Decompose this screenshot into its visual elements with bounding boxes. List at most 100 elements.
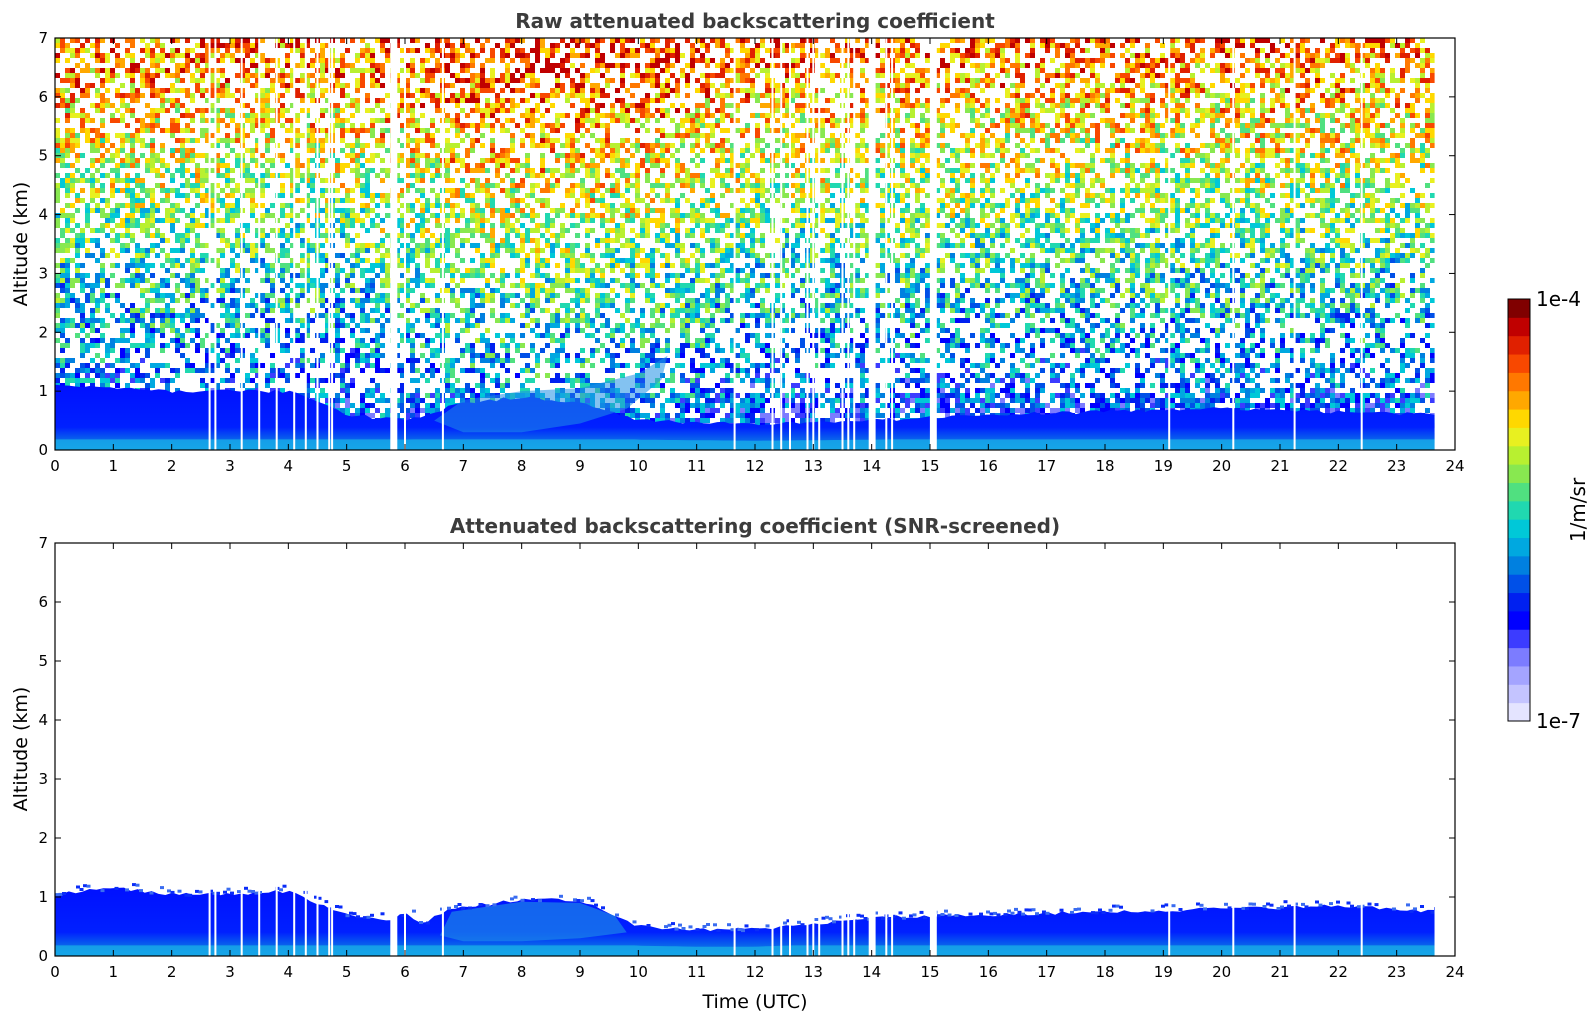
noise-pixel: [435, 158, 440, 163]
noise-pixel: [1040, 63, 1045, 68]
noise-pixel: [775, 173, 780, 178]
noise-pixel: [920, 73, 925, 78]
noise-pixel: [1130, 178, 1135, 183]
noise-pixel: [310, 198, 315, 203]
noise-pixel: [300, 63, 305, 68]
noise-pixel: [455, 103, 460, 108]
noise-pixel: [1370, 73, 1375, 78]
noise-pixel: [585, 38, 590, 43]
noise-pixel: [635, 138, 640, 143]
noise-pixel: [885, 108, 890, 113]
noise-pixel: [1145, 93, 1150, 98]
noise-pixel: [350, 198, 355, 203]
noise-pixel: [970, 113, 975, 118]
noise-pixel: [1195, 63, 1200, 68]
noise-pixel: [1040, 188, 1045, 193]
noise-pixel: [865, 148, 870, 153]
noise-pixel: [515, 188, 520, 193]
noise-pixel: [1370, 198, 1375, 203]
noise-pixel: [215, 68, 220, 73]
noise-pixel: [185, 88, 190, 93]
noise-pixel: [1145, 193, 1150, 198]
noise-pixel: [385, 168, 390, 173]
noise-pixel: [545, 168, 550, 173]
noise-pixel: [990, 63, 995, 68]
noise-pixel: [790, 68, 795, 73]
noise-pixel: [540, 123, 545, 128]
noise-pixel: [320, 73, 325, 78]
noise-pixel: [1120, 88, 1125, 93]
noise-pixel: [1070, 58, 1075, 63]
noise-pixel: [295, 88, 300, 93]
noise-pixel: [755, 133, 760, 138]
noise-pixel: [340, 128, 345, 133]
noise-pixel: [1420, 38, 1425, 43]
noise-pixel: [905, 53, 910, 58]
noise-pixel: [855, 153, 860, 158]
noise-pixel: [1125, 163, 1130, 168]
noise-pixel: [405, 68, 410, 73]
noise-pixel: [1325, 133, 1330, 138]
noise-pixel: [605, 133, 610, 138]
noise-pixel: [950, 168, 955, 173]
noise-pixel: [405, 173, 410, 178]
noise-pixel: [1370, 133, 1375, 138]
noise-pixel: [500, 98, 505, 103]
noise-pixel: [1345, 58, 1350, 63]
noise-pixel: [605, 173, 610, 178]
noise-pixel: [185, 183, 190, 188]
noise-pixel: [185, 113, 190, 118]
noise-pixel: [630, 183, 635, 188]
noise-pixel: [480, 63, 485, 68]
noise-pixel: [1380, 83, 1385, 88]
noise-pixel: [925, 118, 930, 123]
noise-pixel: [1340, 153, 1345, 158]
noise-pixel: [655, 58, 660, 63]
noise-pixel: [660, 158, 665, 163]
noise-pixel: [105, 133, 110, 138]
noise-pixel: [1110, 153, 1115, 158]
noise-pixel: [1355, 138, 1360, 143]
noise-pixel: [790, 133, 795, 138]
noise-pixel: [245, 148, 250, 153]
noise-pixel: [1125, 123, 1130, 128]
noise-pixel: [800, 148, 805, 153]
noise-pixel: [885, 113, 890, 118]
noise-pixel: [1340, 73, 1345, 78]
noise-pixel: [990, 153, 995, 158]
noise-pixel: [555, 93, 560, 98]
noise-pixel: [445, 53, 450, 58]
noise-pixel: [410, 73, 415, 78]
noise-pixel: [1285, 173, 1290, 178]
noise-pixel: [620, 113, 625, 118]
noise-pixel: [595, 153, 600, 158]
noise-pixel: [1310, 173, 1315, 178]
noise-pixel: [505, 48, 510, 53]
noise-pixel: [430, 78, 435, 83]
noise-pixel: [1075, 118, 1080, 123]
noise-pixel: [320, 143, 325, 148]
noise-pixel: [325, 43, 330, 48]
noise-pixel: [455, 133, 460, 138]
noise-pixel: [150, 88, 155, 93]
noise-pixel: [560, 113, 565, 118]
noise-pixel: [530, 73, 535, 78]
noise-pixel: [1165, 148, 1170, 153]
noise-pixel: [95, 138, 100, 143]
noise-pixel: [720, 183, 725, 188]
noise-pixel: [1000, 58, 1005, 63]
noise-pixel: [1130, 143, 1135, 148]
noise-pixel: [60, 43, 65, 48]
noise-pixel: [925, 103, 930, 108]
noise-pixel: [610, 108, 615, 113]
noise-pixel: [720, 118, 725, 123]
noise-pixel: [1385, 53, 1390, 58]
noise-pixel: [1025, 63, 1030, 68]
noise-pixel: [525, 108, 530, 113]
noise-pixel: [910, 178, 915, 183]
noise-pixel: [1420, 148, 1425, 153]
noise-pixel: [640, 113, 645, 118]
noise-pixel: [940, 128, 945, 133]
noise-pixel: [1310, 53, 1315, 58]
noise-pixel: [1315, 128, 1320, 133]
